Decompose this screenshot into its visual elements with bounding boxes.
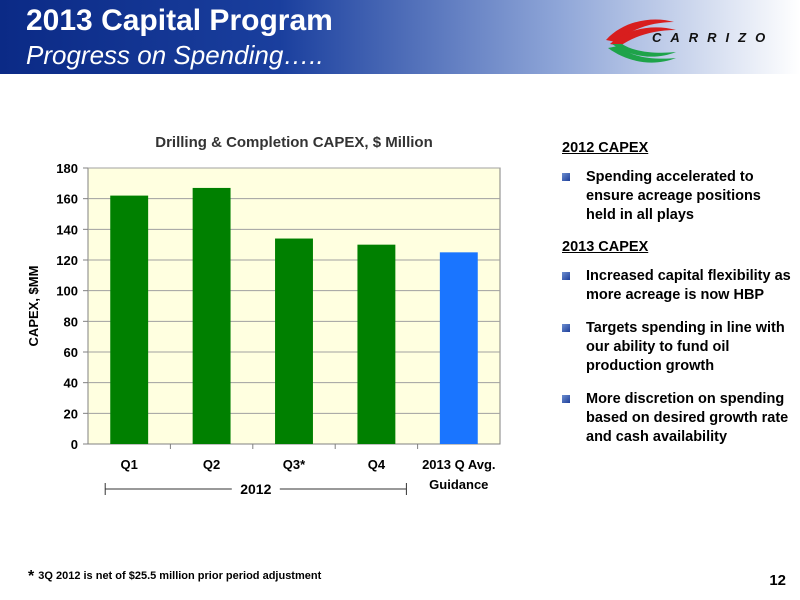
x-tick-label: Guidance (429, 477, 488, 492)
x-tick-label: 2013 Q Avg. (422, 457, 495, 472)
y-tick-label: 0 (71, 437, 78, 452)
bar (192, 187, 231, 444)
notes-bullet: Increased capital flexibility as more ac… (562, 267, 792, 305)
notes-bullet: More discretion on spending based on des… (562, 390, 792, 447)
y-tick-label: 120 (56, 253, 78, 268)
notes-heading: 2012 CAPEX (562, 140, 649, 156)
notes-bullet-text: More discretion on spending based on des… (586, 391, 789, 445)
notes-bullet: Targets spending in line with our abilit… (562, 319, 792, 376)
logo-wordmark: CARRIZO (652, 30, 775, 45)
x-tick-label: Q2 (203, 457, 220, 472)
y-tick-label: 20 (64, 406, 78, 421)
footnote-text: 3Q 2012 is net of $25.5 million prior pe… (38, 570, 322, 582)
footnote: * 3Q 2012 is net of $25.5 million prior p… (28, 566, 322, 585)
y-tick-label: 60 (64, 345, 78, 360)
bar (275, 238, 313, 444)
group-label: 2012 (240, 481, 271, 497)
notes-heading: 2013 CAPEX (562, 239, 649, 255)
x-tick-label: Q1 (121, 457, 138, 472)
bullet-square-icon (562, 173, 570, 181)
y-tick-label: 140 (56, 222, 78, 237)
y-tick-label: 40 (64, 376, 78, 391)
notes-bullet-text: Increased capital flexibility as more ac… (586, 268, 791, 303)
y-tick-label: 80 (64, 314, 78, 329)
notes-bullet-text: Spending accelerated to ensure acreage p… (586, 169, 761, 223)
y-tick-label: 100 (56, 284, 78, 299)
slide-title: 2013 Capital Program (26, 4, 333, 37)
page-number: 12 (769, 572, 786, 589)
bullet-square-icon (562, 324, 570, 332)
notes-bullet-text: Targets spending in line with our abilit… (586, 320, 785, 374)
carrizo-logo-icon (606, 19, 676, 63)
y-tick-label: 160 (56, 192, 78, 207)
bar (357, 244, 396, 444)
capex-bar-chart: Drilling & Completion CAPEX, $ Million 0 2… (26, 134, 501, 497)
y-tick-label: 180 (56, 161, 78, 176)
footnote-marker: * (28, 568, 35, 585)
x-tick-label: Q3* (283, 457, 306, 472)
slide-header: 2013 Capital Program Progress on Spendin… (0, 0, 800, 74)
bullet-square-icon (562, 272, 570, 280)
slide-subtitle: Progress on Spending….. (26, 40, 324, 70)
chart-title: Drilling & Completion CAPEX, $ Million (155, 134, 433, 151)
bullet-square-icon (562, 395, 570, 403)
bar (110, 195, 149, 444)
y-axis-label: CAPEX, $MM (26, 266, 41, 347)
notes-panel: 2012 CAPEX Spending accelerated to ensure… (562, 140, 792, 461)
x-tick-label: Q4 (368, 457, 386, 472)
bar (439, 252, 478, 444)
notes-bullet: Spending accelerated to ensure acreage p… (562, 168, 792, 225)
